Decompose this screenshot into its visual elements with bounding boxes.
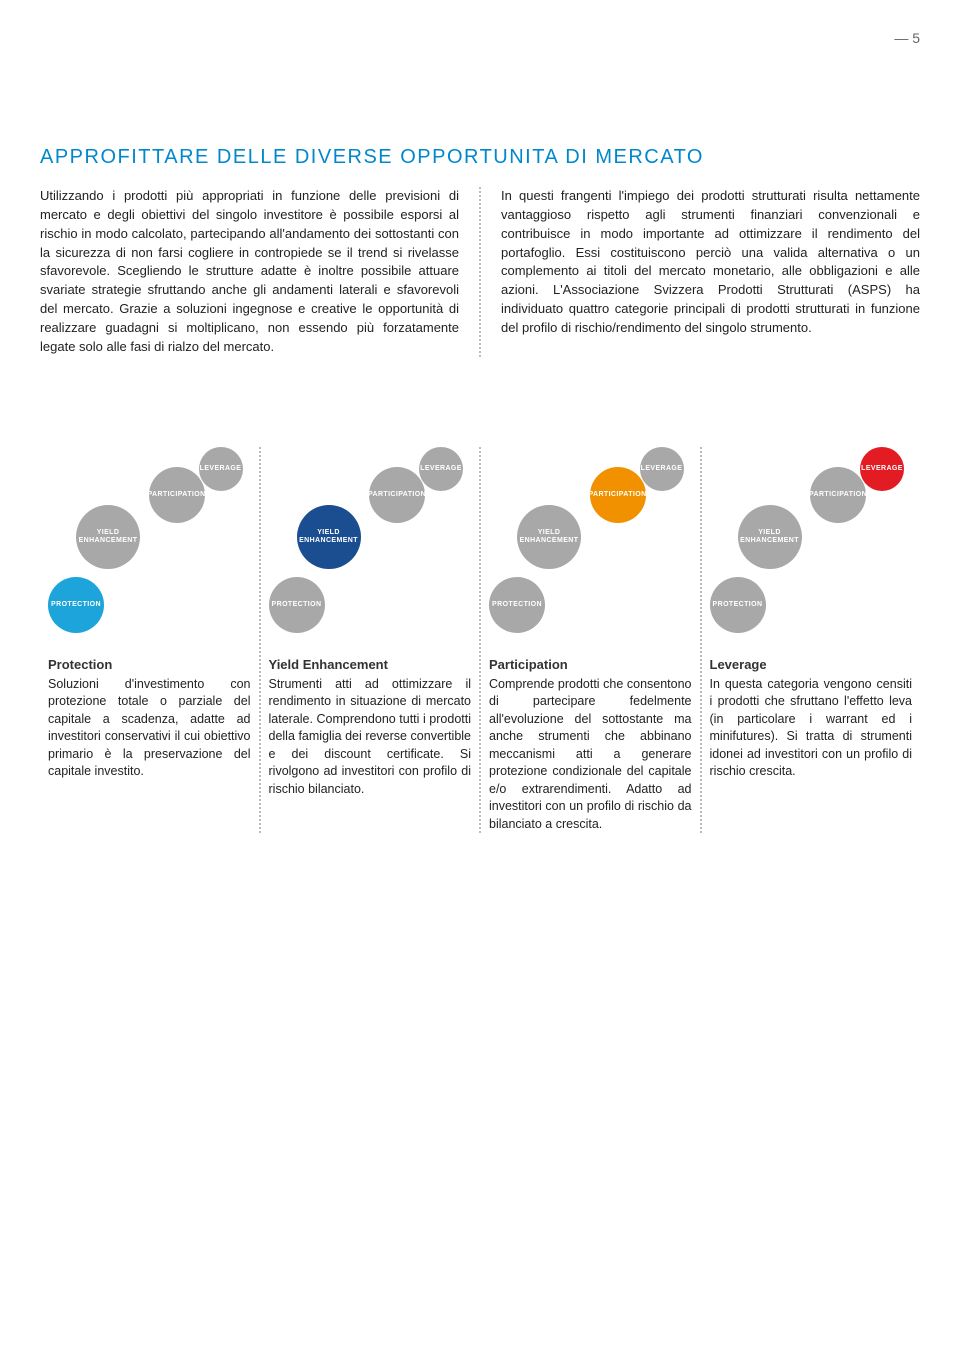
bubble-leverage: LEVERAGE	[860, 447, 904, 491]
bubble-protection: PROTECTION	[48, 577, 104, 633]
bubble-leverage: LEVERAGE	[640, 447, 684, 491]
intro-text-right: In questi frangenti l'impiego dei prodot…	[501, 187, 920, 357]
category-body: In questa categoria vengono censiti i pr…	[710, 676, 913, 781]
category-cell: LEVERAGEPARTICIPATIONYIELD ENHANCEMENT PR…	[479, 447, 700, 834]
category-cell: LEVERAGEPARTICIPATIONYIELD ENHANCEMENT PR…	[259, 447, 480, 834]
category-body: Strumenti atti ad ottimizzare il rendime…	[269, 676, 472, 799]
bubble-yield: YIELD ENHANCEMENT	[297, 505, 361, 569]
category-cell: LEVERAGEPARTICIPATIONYIELD ENHANCEMENT PR…	[700, 447, 921, 834]
category-body: Comprende prodotti che consentono di par…	[489, 676, 692, 834]
category-title: Participation	[489, 657, 692, 672]
bubble-diagram: LEVERAGEPARTICIPATIONYIELD ENHANCEMENT PR…	[710, 447, 913, 657]
page-title: APPROFITTARE DELLE DIVERSE OPPORTUNITA D…	[40, 146, 920, 169]
bubble-participation: PARTICIPATION	[149, 467, 205, 523]
bubble-participation: PARTICIPATION	[590, 467, 646, 523]
intro-text-left: Utilizzando i prodotti più appropriati i…	[40, 187, 459, 357]
bubble-diagram: LEVERAGEPARTICIPATIONYIELD ENHANCEMENT PR…	[489, 447, 692, 657]
bubble-protection: PROTECTION	[710, 577, 766, 633]
bubble-yield: YIELD ENHANCEMENT	[76, 505, 140, 569]
bubble-leverage: LEVERAGE	[199, 447, 243, 491]
category-body: Soluzioni d'investimento con protezione …	[48, 676, 251, 781]
bubble-participation: PARTICIPATION	[810, 467, 866, 523]
page-number: 5	[40, 30, 920, 46]
category-title: Yield Enhancement	[269, 657, 472, 672]
bubble-protection: PROTECTION	[269, 577, 325, 633]
bubble-protection: PROTECTION	[489, 577, 545, 633]
category-grid: LEVERAGEPARTICIPATIONYIELD ENHANCEMENTPR…	[40, 447, 920, 834]
bubble-yield: YIELD ENHANCEMENT	[517, 505, 581, 569]
column-separator	[479, 187, 481, 357]
bubble-diagram: LEVERAGEPARTICIPATIONYIELD ENHANCEMENT PR…	[48, 447, 251, 657]
category-title: Protection	[48, 657, 251, 672]
category-title: Leverage	[710, 657, 913, 672]
bubble-participation: PARTICIPATION	[369, 467, 425, 523]
bubble-yield: YIELD ENHANCEMENT	[738, 505, 802, 569]
bubble-leverage: LEVERAGE	[419, 447, 463, 491]
intro-columns: Utilizzando i prodotti più appropriati i…	[40, 187, 920, 357]
category-cell: LEVERAGEPARTICIPATIONYIELD ENHANCEMENT PR…	[40, 447, 259, 834]
bubble-diagram: LEVERAGEPARTICIPATIONYIELD ENHANCEMENT PR…	[269, 447, 472, 657]
